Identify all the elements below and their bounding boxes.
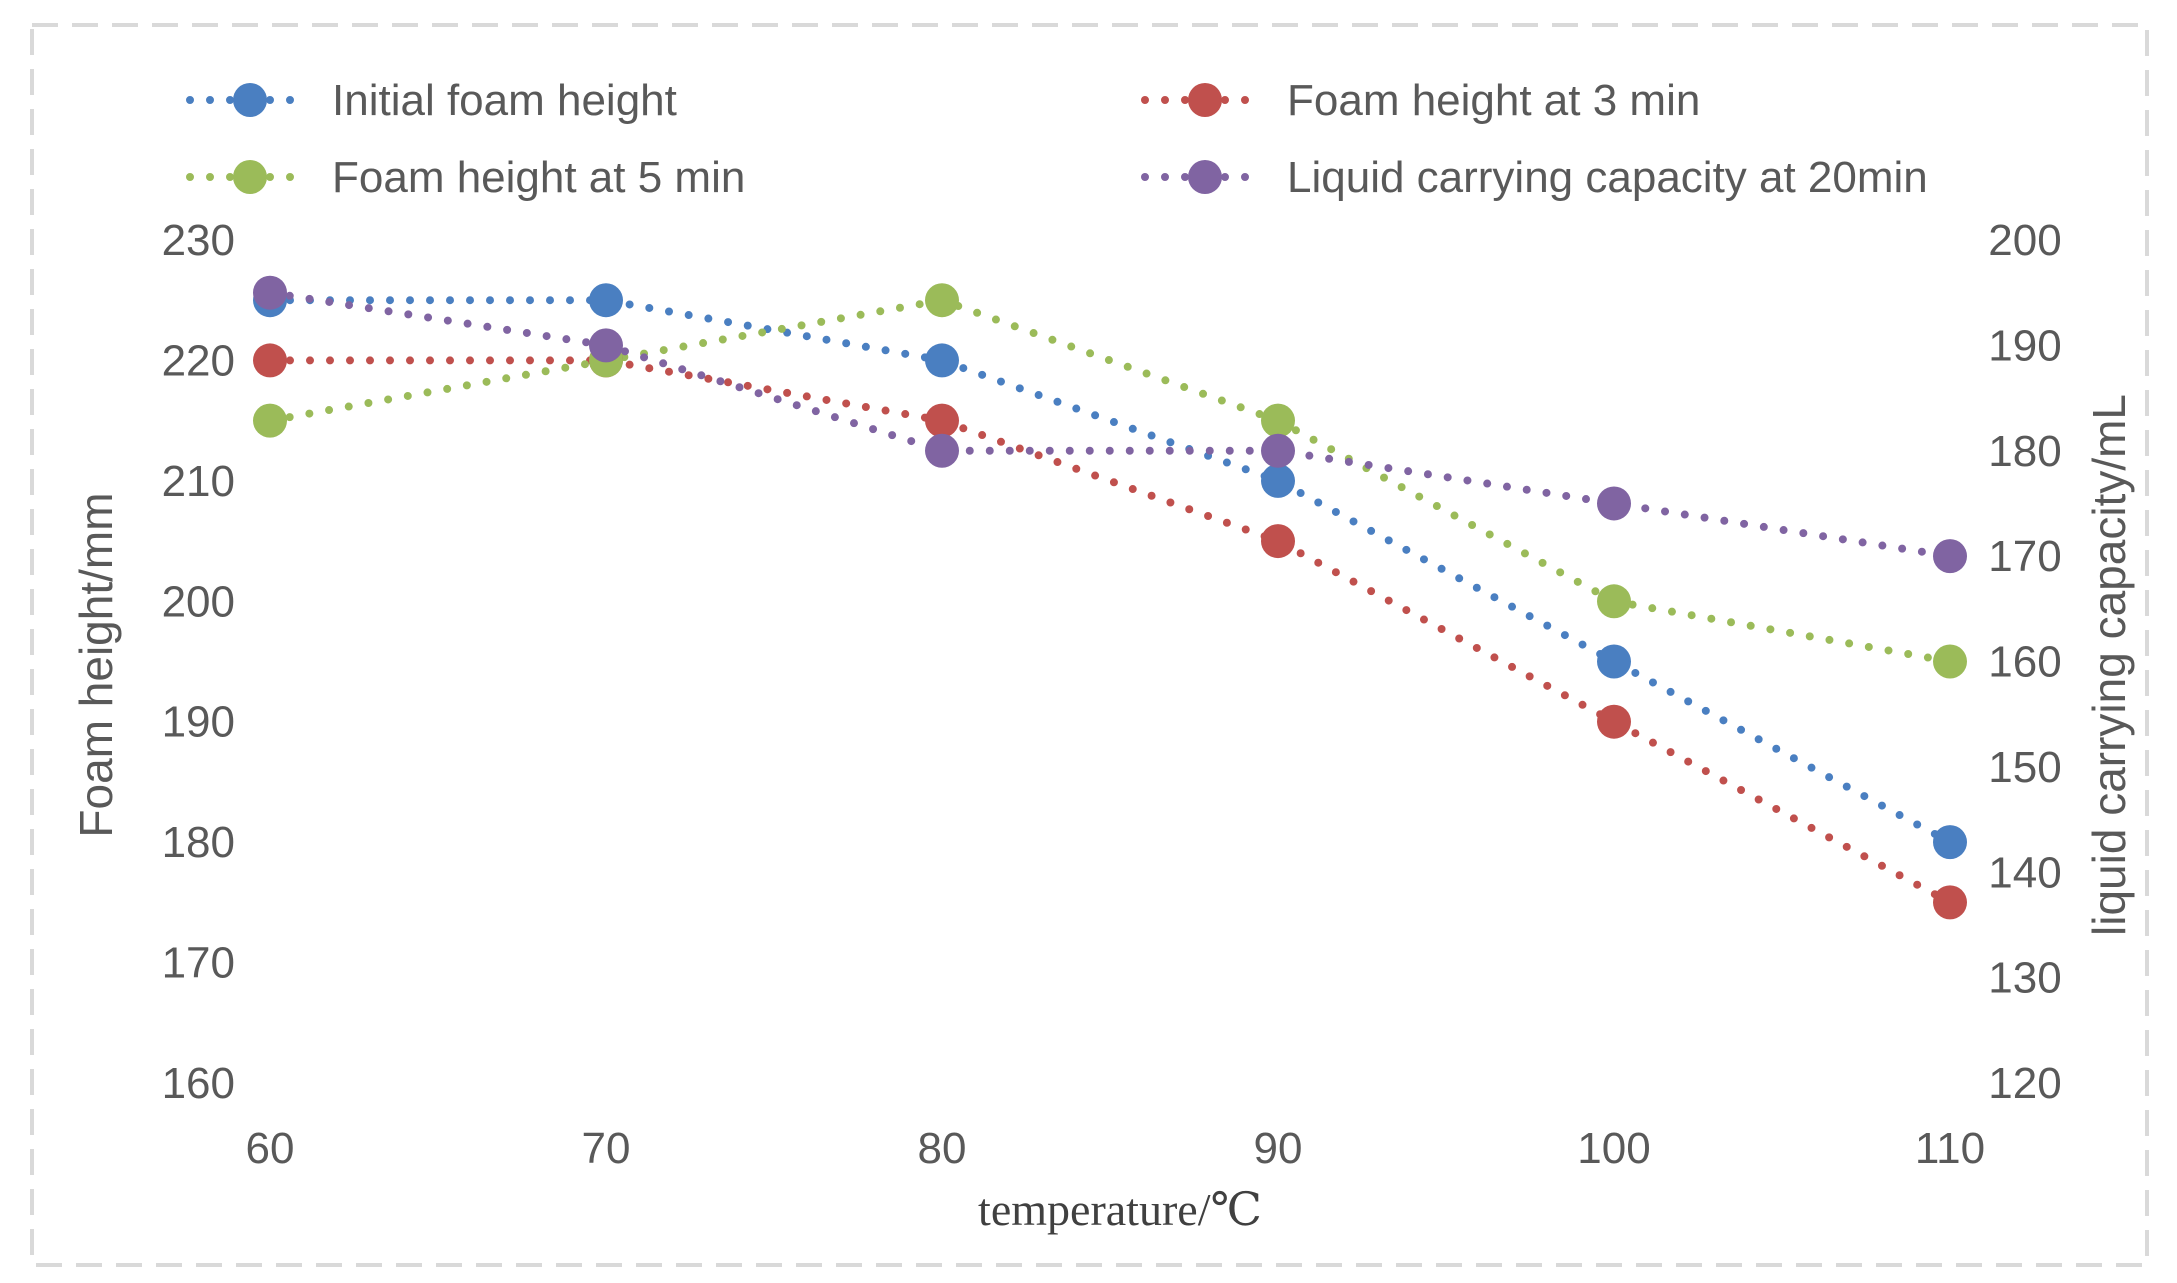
legend-item: Foam height at 3 min <box>1141 76 1700 125</box>
legend-item: Foam height at 5 min <box>186 153 745 202</box>
series-line <box>266 356 1954 907</box>
series-line <box>266 296 1954 847</box>
data-point <box>253 275 287 310</box>
data-point <box>925 403 959 438</box>
y-left-tick-label: 190 <box>162 698 235 747</box>
y-right-tick-label: 200 <box>1988 216 2061 265</box>
y-left-tick-label: 230 <box>162 216 235 265</box>
y-right-tick-label: 190 <box>1988 321 2061 370</box>
legend-marker-icon <box>233 160 267 194</box>
data-point <box>1933 825 1967 860</box>
y-right-tick-label: 130 <box>1988 954 2061 1003</box>
y-left-tick-label: 220 <box>162 336 235 385</box>
legend-item: Initial foam height <box>186 76 677 125</box>
data-point <box>925 283 959 318</box>
y-left-tick-label: 200 <box>162 577 235 626</box>
x-tick-label: 80 <box>918 1124 967 1173</box>
y-right-tick-label: 140 <box>1988 848 2061 897</box>
series-layer <box>253 275 1967 920</box>
data-point <box>1261 433 1295 468</box>
data-point <box>1597 584 1631 619</box>
data-point <box>589 328 623 363</box>
data-point <box>589 283 623 318</box>
data-point <box>1261 463 1295 498</box>
x-axis-ticks: 60 70 80 90 100 110 <box>246 1124 1986 1173</box>
legend-item: Liquid carrying capacity at 20min <box>1141 153 1928 202</box>
data-point <box>925 433 959 468</box>
legend: Initial foam height Foam height at 3 min F… <box>186 76 1928 202</box>
series-line <box>266 296 1954 666</box>
x-tick-label: 60 <box>246 1124 295 1173</box>
x-axis-title: temperature/℃ <box>978 1184 1262 1235</box>
data-point <box>253 403 287 438</box>
series-line <box>266 288 1954 561</box>
data-point <box>925 343 959 378</box>
legend-marker-icon <box>1188 160 1222 194</box>
x-tick-label: 100 <box>1577 1124 1650 1173</box>
data-point <box>1261 403 1295 438</box>
y-axis-left-title: Foam height/mm <box>70 492 122 837</box>
data-point <box>1261 524 1295 559</box>
legend-label: Foam height at 3 min <box>1287 76 1700 125</box>
y-right-tick-label: 150 <box>1988 743 2061 792</box>
y-axis-right-title: liquid carrying capacity/mL <box>2083 394 2135 936</box>
y-left-tick-label: 210 <box>162 457 235 506</box>
y-right-tick-label: 170 <box>1988 532 2061 581</box>
legend-marker-icon <box>233 83 267 117</box>
y-axis-right-ticks: 120 130 140 150 160 170 180 190 200 <box>1988 216 2061 1108</box>
legend-label: Liquid carrying capacity at 20min <box>1287 153 1928 202</box>
y-right-tick-label: 180 <box>1988 427 2061 476</box>
data-point <box>1597 486 1631 521</box>
y-right-tick-label: 160 <box>1988 638 2061 687</box>
data-point <box>1933 885 1967 920</box>
data-point <box>1597 704 1631 739</box>
data-point <box>1933 539 1967 574</box>
y-right-tick-label: 120 <box>1988 1059 2061 1108</box>
legend-marker-icon <box>1188 83 1222 117</box>
x-tick-label: 110 <box>1915 1124 1985 1173</box>
y-left-tick-label: 170 <box>162 939 235 988</box>
chart-frame <box>30 23 2149 1267</box>
x-tick-label: 70 <box>582 1124 631 1173</box>
data-point <box>253 343 287 378</box>
legend-label: Initial foam height <box>332 76 677 125</box>
y-left-tick-label: 180 <box>162 818 235 867</box>
data-point <box>1933 644 1967 679</box>
legend-label: Foam height at 5 min <box>332 153 745 202</box>
y-left-tick-label: 160 <box>162 1059 235 1108</box>
x-tick-label: 90 <box>1254 1124 1303 1173</box>
data-point <box>1597 644 1631 679</box>
y-axis-left-ticks: 160 170 180 190 200 210 220 230 <box>162 216 235 1108</box>
